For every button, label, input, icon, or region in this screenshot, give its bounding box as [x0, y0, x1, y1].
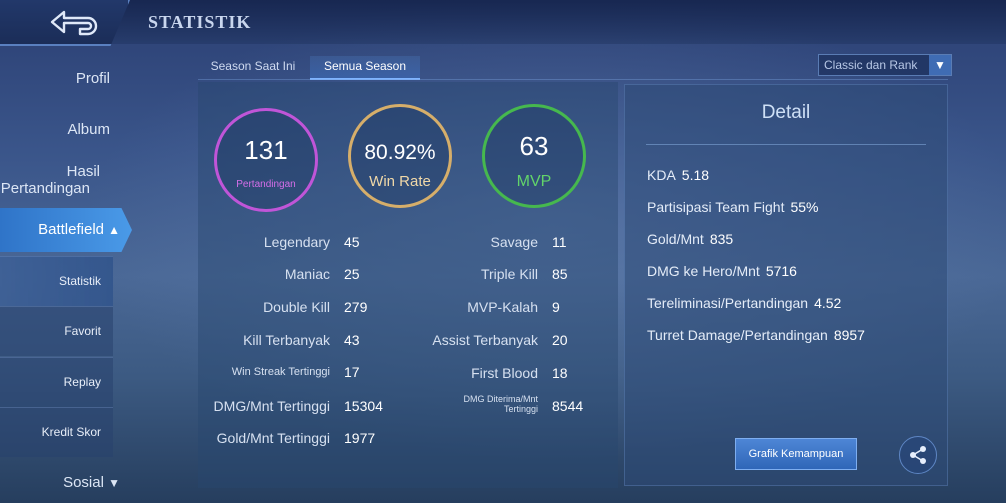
share-button[interactable]	[899, 436, 937, 474]
detail-label: Partisipasi Team Fight	[647, 199, 785, 215]
detail-value: 4.52	[814, 295, 842, 311]
back-arrow-icon	[50, 10, 98, 36]
tab-semua-season[interactable]: Semua Season	[310, 56, 420, 80]
stat-label-savage: Savage	[490, 234, 538, 250]
detail-row-turret-damage: Turret Damage/Pertandingan 8957	[647, 327, 865, 343]
matches-circle: 131 Pertandingan	[214, 108, 318, 212]
stat-label-kill-terbanyak: Kill Terbanyak	[243, 332, 330, 348]
stat-value-win-streak: 17	[344, 364, 360, 380]
tab-season-saat-ini[interactable]: Season Saat Ini	[210, 59, 296, 73]
grafik-kemampuan-button[interactable]: Grafik Kemampuan	[735, 438, 857, 470]
stat-value-first-blood: 18	[552, 365, 568, 381]
detail-row-tereliminasi: Tereliminasi/Pertandingan 4.52	[647, 295, 841, 311]
sidebar-item-album[interactable]: Album	[67, 121, 110, 138]
stat-value-double-kill: 279	[344, 299, 368, 315]
detail-title: Detail	[761, 102, 811, 123]
stat-label-legendary: Legendary	[263, 234, 330, 250]
tab-divider	[198, 79, 948, 80]
stat-value-mvp-kalah: 9	[552, 299, 560, 315]
sidebar-subitem-statistik[interactable]: Statistik	[0, 256, 113, 306]
back-button[interactable]	[0, 0, 130, 46]
detail-value: 8957	[833, 327, 865, 343]
sidebar-item-label: Pertandingan	[0, 180, 90, 197]
matches-label: Pertandingan	[236, 179, 296, 190]
stat-label-mvp-kalah: MVP-Kalah	[467, 299, 538, 315]
stat-label-double-kill: Double Kill	[263, 299, 330, 315]
matches-count: 131	[244, 135, 288, 165]
winrate-value: 80.92%	[364, 141, 436, 164]
top-bar	[0, 0, 1006, 44]
mvp-count: 63	[519, 131, 549, 161]
mvp-circle: 63 MVP	[482, 104, 586, 208]
stat-value-assist-terbanyak: 20	[552, 332, 568, 348]
sidebar-item-label: Hasil	[66, 163, 100, 180]
winrate-label: Win Rate	[369, 173, 431, 190]
detail-value: 55%	[790, 199, 819, 215]
stat-label-maniac: Maniac	[284, 266, 330, 282]
sidebar-item-battlefield[interactable]: Battlefield ▲	[0, 208, 132, 252]
detail-label: KDA	[647, 167, 676, 183]
page-title: STATISTIK	[148, 12, 252, 32]
stat-value-kill-terbanyak: 43	[344, 332, 360, 348]
detail-panel	[624, 84, 948, 486]
detail-row-dmg-hero: DMG ke Hero/Mnt 5716	[647, 263, 797, 279]
stat-value-triple-kill: 85	[552, 266, 568, 282]
stat-value-legendary: 45	[344, 234, 360, 250]
sidebar-item-sosial[interactable]: Sosial ▼	[0, 474, 120, 491]
detail-value: 5716	[765, 263, 797, 279]
detail-label: Gold/Mnt	[647, 231, 704, 247]
stat-value-savage: 11	[552, 234, 567, 250]
stat-label-win-streak: Win Streak Tertinggi	[231, 366, 330, 378]
detail-value: 5.18	[681, 167, 710, 183]
mvp-label: MVP	[516, 173, 552, 190]
sidebar-item-profil[interactable]: Profil	[75, 70, 110, 87]
sidebar-subitem-favorit[interactable]: Favorit	[0, 306, 113, 356]
detail-label: Turret Damage/Pertandingan	[647, 327, 828, 343]
chevron-up-icon: ▲	[108, 223, 120, 237]
detail-row-gold-mnt: Gold/Mnt 835	[647, 231, 733, 247]
stat-label-line: DMG Diterima/Mnt	[463, 394, 538, 404]
stat-label-assist-terbanyak: Assist Terbanyak	[432, 332, 538, 348]
detail-divider	[646, 144, 926, 145]
stat-value-maniac: 25	[344, 266, 360, 282]
detail-row-team-fight: Partisipasi Team Fight 55%	[647, 199, 819, 215]
sidebar-item-hasil-pertandingan[interactable]: Hasil Pertandingan	[0, 163, 110, 197]
stat-label-dmg-diterima: DMG Diterima/Mnt Tertinggi	[400, 394, 538, 414]
stat-value-dmg-mnt-tertinggi: 15304	[344, 398, 383, 414]
mode-select[interactable]: Classic dan Rank ▼	[818, 54, 952, 76]
stat-value-gold-mnt-tertinggi: 1977	[344, 430, 376, 446]
stat-label-gold-mnt-tertinggi: Gold/Mnt Tertinggi	[216, 430, 330, 446]
detail-label: Tereliminasi/Pertandingan	[647, 295, 809, 311]
chevron-down-icon: ▼	[108, 476, 120, 490]
stat-label-triple-kill: Triple Kill	[480, 266, 538, 282]
sidebar-item-label: Sosial	[63, 474, 104, 491]
chevron-down-icon[interactable]: ▼	[929, 55, 951, 75]
stat-value-dmg-diterima: 8544	[552, 398, 584, 414]
stat-label-first-blood: First Blood	[471, 365, 538, 381]
winrate-circle: 80.92% Win Rate	[348, 104, 452, 208]
sidebar-subitem-replay[interactable]: Replay	[0, 357, 113, 407]
detail-value: 835	[709, 231, 734, 247]
sidebar-item-label: Battlefield	[38, 221, 104, 238]
sidebar-subitem-kredit-skor[interactable]: Kredit Skor	[0, 407, 113, 457]
stat-label-line: Tertinggi	[503, 404, 538, 414]
share-icon	[910, 446, 926, 464]
mode-select-value: Classic dan Rank	[824, 58, 918, 72]
stat-label-dmg-mnt-tertinggi: DMG/Mnt Tertinggi	[213, 398, 330, 414]
detail-row-kda: KDA 5.18	[647, 167, 709, 183]
detail-label: DMG ke Hero/Mnt	[647, 263, 760, 279]
